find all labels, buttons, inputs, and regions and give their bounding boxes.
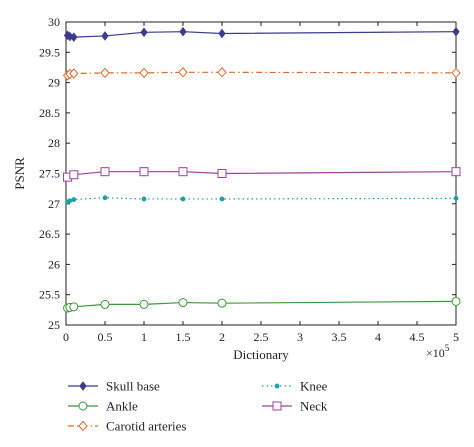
y-tick-label: 28: [48, 136, 60, 150]
series-markers-1: [63, 296, 461, 313]
data-point: [70, 32, 78, 42]
x-tick-label: 2: [219, 330, 225, 344]
x-axis-multiplier: ×105: [426, 343, 450, 360]
data-point: [140, 27, 148, 38]
series-line-3: [67, 197, 457, 203]
series-markers-2: [62, 67, 461, 81]
data-point: [69, 302, 79, 312]
legend-item-2: Carotid arteries: [68, 419, 187, 434]
data-point: [78, 401, 88, 411]
y-tick-label: 25: [48, 318, 60, 332]
series-line-1: [67, 300, 457, 309]
data-point: [453, 195, 459, 201]
y-tick-label: 27: [48, 197, 60, 211]
x-tick-label: 3: [297, 330, 303, 344]
legend-label: Carotid arteries: [106, 419, 187, 434]
y-tick-label: 28.5: [39, 106, 60, 120]
data-point: [274, 383, 280, 389]
y-tick-label: 27.5: [39, 167, 60, 181]
x-tick-label: 2.5: [254, 330, 269, 344]
y-axis-label: PSNR: [12, 157, 27, 190]
legend-item-1: Ankle: [68, 399, 138, 414]
series-markers-4: [63, 167, 461, 182]
series-line-2: [67, 71, 457, 76]
y-tick-label: 29.5: [39, 45, 60, 59]
data-point: [451, 67, 461, 79]
data-point: [178, 167, 188, 177]
legend-label: Knee: [300, 379, 328, 394]
series-line-4: [67, 171, 457, 178]
legend-item-0: Skull base: [68, 379, 160, 394]
y-tick-label: 26.5: [39, 227, 60, 241]
x-tick-label: 4: [375, 330, 381, 344]
data-point: [217, 298, 227, 308]
data-point: [71, 197, 77, 203]
x-tick-label: 5: [453, 330, 459, 344]
y-tick-label: 26: [48, 257, 60, 271]
series-markers-3: [65, 195, 459, 205]
series-lines: [67, 31, 457, 309]
legend-item-4: Neck: [262, 399, 328, 414]
legend: Skull base Ankle Carotid arteries Knee Neck: [68, 379, 328, 434]
x-tick-label: 1: [141, 330, 147, 344]
series-markers: [62, 26, 461, 313]
axis-ticks: 0 0.5 1 1.5 2 2.5 3 3.5 4 4.5 5 25 25.5 26 26.5 27 27.5 2…: [39, 15, 459, 344]
data-point: [78, 420, 88, 432]
y-tick-label: 25.5: [39, 288, 60, 302]
legend-label: Ankle: [106, 399, 138, 414]
data-point: [272, 401, 282, 411]
x-tick-label: 1.5: [176, 330, 191, 344]
data-point: [100, 299, 110, 309]
data-point: [178, 298, 188, 308]
data-point: [219, 196, 225, 202]
legend-label: Skull base: [106, 379, 160, 394]
data-point: [452, 26, 460, 37]
data-point: [100, 167, 110, 177]
data-point: [139, 299, 149, 309]
legend-label: Neck: [300, 399, 328, 414]
data-point: [218, 28, 226, 39]
x-multiplier-exponent: 5: [445, 343, 450, 353]
data-point: [69, 68, 79, 79]
data-point: [102, 195, 108, 201]
series-markers-0: [63, 26, 460, 42]
data-point: [101, 31, 109, 41]
y-tick-label: 30: [48, 15, 60, 29]
x-axis-label: Dictionary: [233, 347, 289, 362]
legend-item-3: Knee: [262, 379, 328, 394]
plot-area: 0 0.5 1 1.5 2 2.5 3 3.5 4 4.5 5 25 25.5 26 26.5 27 27.5 2…: [39, 15, 461, 344]
data-point: [178, 67, 188, 78]
data-point: [100, 67, 110, 79]
data-point: [141, 196, 147, 202]
data-point: [451, 167, 461, 177]
data-point: [451, 296, 461, 306]
x-tick-label: 0.5: [98, 330, 113, 344]
data-point: [79, 381, 87, 391]
data-point: [217, 169, 227, 178]
x-tick-label: 3.5: [332, 330, 347, 344]
data-point: [217, 67, 227, 78]
y-tick-label: 29: [48, 76, 60, 90]
data-point: [179, 26, 187, 37]
data-point: [139, 67, 149, 79]
data-point: [69, 170, 79, 180]
x-tick-label: 4.5: [410, 330, 425, 344]
series-line-0: [67, 31, 457, 38]
data-point: [139, 167, 149, 177]
data-point: [180, 196, 186, 202]
x-multiplier-base: ×10: [426, 346, 445, 360]
x-tick-label: 0: [63, 330, 69, 344]
